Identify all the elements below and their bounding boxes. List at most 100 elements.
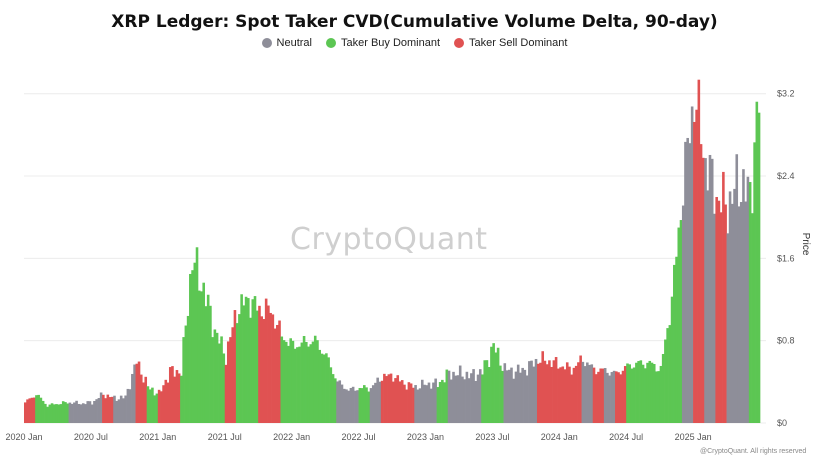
- price-bar: [505, 370, 509, 423]
- legend-dot-neutral: [261, 38, 272, 48]
- price-bar: [26, 399, 29, 423]
- price-bar: [204, 306, 208, 423]
- legend-item-buy[interactable]: Taker Buy Dominant: [325, 37, 441, 49]
- price-bar: [99, 392, 103, 423]
- price-bar: [724, 204, 727, 423]
- price-bar: [135, 363, 139, 423]
- price-bar: [331, 374, 335, 423]
- price-bar: [655, 371, 658, 423]
- price-bar: [684, 141, 687, 423]
- price-bar: [496, 347, 500, 423]
- price-bar: [215, 332, 219, 423]
- price-bar: [697, 79, 701, 423]
- legend-label-buy: Taker Buy Dominant: [340, 37, 441, 49]
- price-bar: [358, 387, 362, 423]
- x-tick-label: 2025 Jan: [675, 432, 712, 442]
- price-bar: [340, 384, 344, 423]
- price-bar: [342, 388, 346, 423]
- price-bar: [695, 109, 698, 423]
- price-bar: [677, 227, 681, 423]
- price-bar: [722, 171, 725, 423]
- price-bar: [708, 154, 712, 424]
- price-bar: [503, 363, 507, 423]
- price-bar: [197, 290, 201, 423]
- price-bar: [325, 353, 328, 423]
- price-bar: [681, 205, 685, 423]
- price-bar: [220, 336, 223, 423]
- price-bar: [213, 329, 217, 423]
- price-bar: [713, 213, 716, 423]
- price-bar: [666, 328, 669, 423]
- legend-item-sell[interactable]: Taker Sell Dominant: [454, 37, 567, 49]
- price-bar: [95, 399, 98, 423]
- price-bar: [719, 212, 723, 423]
- y-axis-ticks: $0 $0.8 $1.6 $2.4 $3.2: [777, 89, 795, 428]
- price-bar: [48, 404, 52, 423]
- price-bar: [351, 386, 355, 423]
- price-bar: [710, 158, 714, 423]
- price-bar: [378, 381, 382, 423]
- price-bar: [106, 394, 110, 423]
- price-bar: [581, 361, 585, 423]
- price-bar: [434, 378, 437, 423]
- price-bar: [131, 373, 134, 423]
- price-bar: [481, 374, 484, 423]
- price-bar: [73, 402, 76, 423]
- price-bar: [291, 340, 295, 423]
- x-tick-label: 2022 Jan: [273, 432, 310, 442]
- price-bar: [753, 142, 756, 423]
- price-bar: [302, 336, 306, 423]
- price-bar: [255, 310, 259, 423]
- price-bar: [160, 391, 163, 423]
- price-bar: [202, 282, 205, 423]
- price-bar: [309, 344, 313, 423]
- price-bar: [287, 345, 290, 423]
- price-bar: [293, 348, 297, 423]
- price-bar: [296, 347, 299, 423]
- price-bar: [608, 375, 611, 423]
- price-bar: [380, 380, 384, 423]
- price-bar: [563, 369, 567, 423]
- price-bar: [173, 376, 177, 423]
- price-bar: [409, 383, 413, 423]
- price-bar: [182, 337, 185, 423]
- price-bar: [510, 367, 513, 423]
- price-bar: [349, 387, 353, 423]
- price-bar: [646, 362, 649, 423]
- price-bar: [32, 397, 36, 423]
- price-bar: [630, 368, 634, 423]
- chart-title: XRP Ledger: Spot Taker CVD(Cumulative Vo…: [111, 12, 718, 32]
- price-bar: [59, 404, 63, 423]
- price-bar: [184, 325, 188, 423]
- price-bar: [369, 388, 373, 423]
- price-bar: [52, 404, 56, 423]
- price-bar: [548, 360, 551, 423]
- x-tick-label: 2023 Jan: [407, 432, 444, 442]
- price-bar: [108, 397, 112, 423]
- price-bar: [702, 157, 705, 423]
- price-bar: [75, 400, 78, 423]
- x-tick-label: 2021 Jul: [208, 432, 242, 442]
- price-bar: [142, 382, 145, 423]
- price-bar: [610, 372, 614, 423]
- price-bar: [599, 368, 602, 423]
- price-bar: [175, 370, 179, 423]
- price-bar: [606, 372, 609, 423]
- y-tick-label: $1.6: [777, 253, 795, 263]
- price-bar: [590, 364, 594, 423]
- price-bar: [474, 380, 478, 423]
- price-bar: [592, 367, 596, 423]
- price-bar: [449, 379, 453, 423]
- price-bar: [354, 390, 357, 423]
- price-bar: [539, 362, 542, 423]
- price-bar: [363, 385, 366, 423]
- price-bar: [731, 203, 734, 423]
- price-bar: [454, 375, 458, 423]
- price-bar: [452, 371, 455, 423]
- price-bar: [394, 378, 397, 423]
- price-bar: [124, 395, 127, 423]
- price-bar: [329, 367, 333, 423]
- price-bar: [222, 353, 226, 423]
- price-bar: [458, 365, 462, 423]
- legend-item-neutral[interactable]: Neutral: [261, 37, 312, 49]
